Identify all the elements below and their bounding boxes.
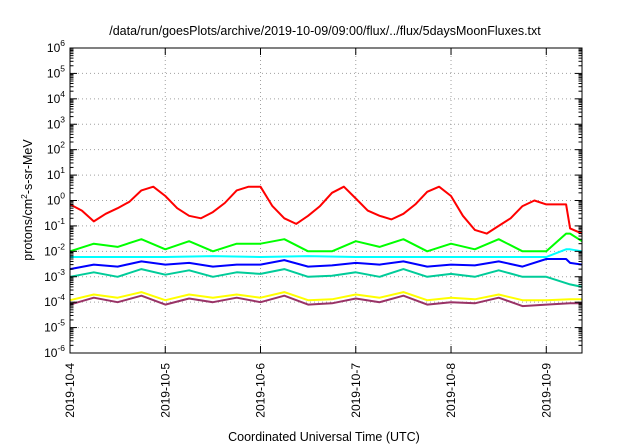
y-tick-label: 103 (47, 114, 65, 131)
y-tick-exponent: -4 (57, 292, 65, 302)
x-tick-label: 2019-10-8 (444, 363, 458, 418)
y-tick-label: 101 (47, 165, 65, 182)
series-line-7 (69, 294, 582, 308)
series-line-5 (69, 268, 583, 288)
y-tick-base: 10 (47, 41, 61, 55)
axis-ticks (69, 47, 582, 354)
y-tick-exponent: -2 (57, 241, 65, 251)
y-tick-label: 10-4 (44, 292, 65, 309)
y-tick-label: 10-3 (44, 267, 65, 284)
y-tick-exponent: 5 (60, 63, 65, 73)
y-tick-exponent: 4 (60, 89, 65, 99)
y-tick-exponent: 1 (60, 165, 65, 175)
y-tick-base: 10 (44, 270, 58, 284)
y-tick-label: 105 (47, 63, 65, 80)
y-tick-exponent: -3 (57, 267, 65, 277)
y-tick-base: 10 (47, 117, 61, 131)
y-tick-label: 100 (47, 191, 65, 208)
y-axis-label-pre: protons/cm (21, 199, 35, 261)
series-line-2 (69, 232, 583, 253)
y-tick-exponent: 3 (60, 114, 65, 124)
y-tick-base: 10 (44, 346, 58, 360)
y-tick-label: 10-1 (44, 216, 65, 233)
series-line-4 (70, 248, 583, 258)
y-tick-exponent: -5 (57, 318, 65, 328)
y-axis-label-post: -s-sr-MeV (21, 139, 35, 195)
y-tick-base: 10 (44, 219, 58, 233)
y-tick-exponent: 0 (60, 191, 65, 201)
chart-title: /data/run/goesPlots/archive/2019-10-09/0… (109, 24, 541, 38)
y-tick-exponent: 6 (60, 38, 65, 48)
y-tick-base: 10 (44, 244, 58, 258)
y-axis-label-sup: 2 (19, 194, 29, 199)
y-tick-label: 10-5 (44, 318, 65, 335)
y-tick-exponent: -1 (57, 216, 65, 226)
y-tick-label: 10-6 (44, 343, 65, 360)
series-line-1 (69, 185, 583, 235)
y-tick-label: 102 (47, 140, 65, 157)
y-tick-base: 10 (47, 143, 61, 157)
x-tick-label: 2019-10-6 (254, 363, 268, 418)
y-tick-base: 10 (47, 168, 61, 182)
x-tick-labels: 2019-10-4 2019-10-5 2019-10-6 2019-10-7 2019… (63, 363, 553, 418)
y-tick-base: 10 (47, 92, 61, 106)
y-tick-exponent: -6 (57, 343, 65, 353)
y-tick-label: 104 (47, 89, 65, 106)
series-lines (69, 185, 583, 308)
y-axis-label: protons/cm2-s-sr-MeV (19, 139, 35, 261)
series-line-3 (69, 258, 583, 271)
y-tick-label: 10-2 (44, 241, 65, 258)
y-tick-labels: 10-610-510-410-310-210-11001011021031041… (44, 38, 65, 360)
x-axis-label: Coordinated Universal Time (UTC) (228, 430, 420, 444)
y-tick-exponent: 2 (60, 140, 65, 150)
y-tick-base: 10 (44, 295, 58, 309)
series-line-6 (69, 291, 582, 302)
x-tick-label: 2019-10-5 (158, 363, 172, 418)
x-tick-label: 2019-10-9 (539, 363, 553, 418)
x-tick-label: 2019-10-4 (63, 363, 77, 418)
x-tick-label: 2019-10-7 (349, 363, 363, 418)
y-tick-base: 10 (47, 194, 61, 208)
y-tick-base: 10 (44, 321, 58, 335)
y-tick-base: 10 (47, 66, 61, 80)
y-tick-label: 106 (47, 38, 65, 55)
